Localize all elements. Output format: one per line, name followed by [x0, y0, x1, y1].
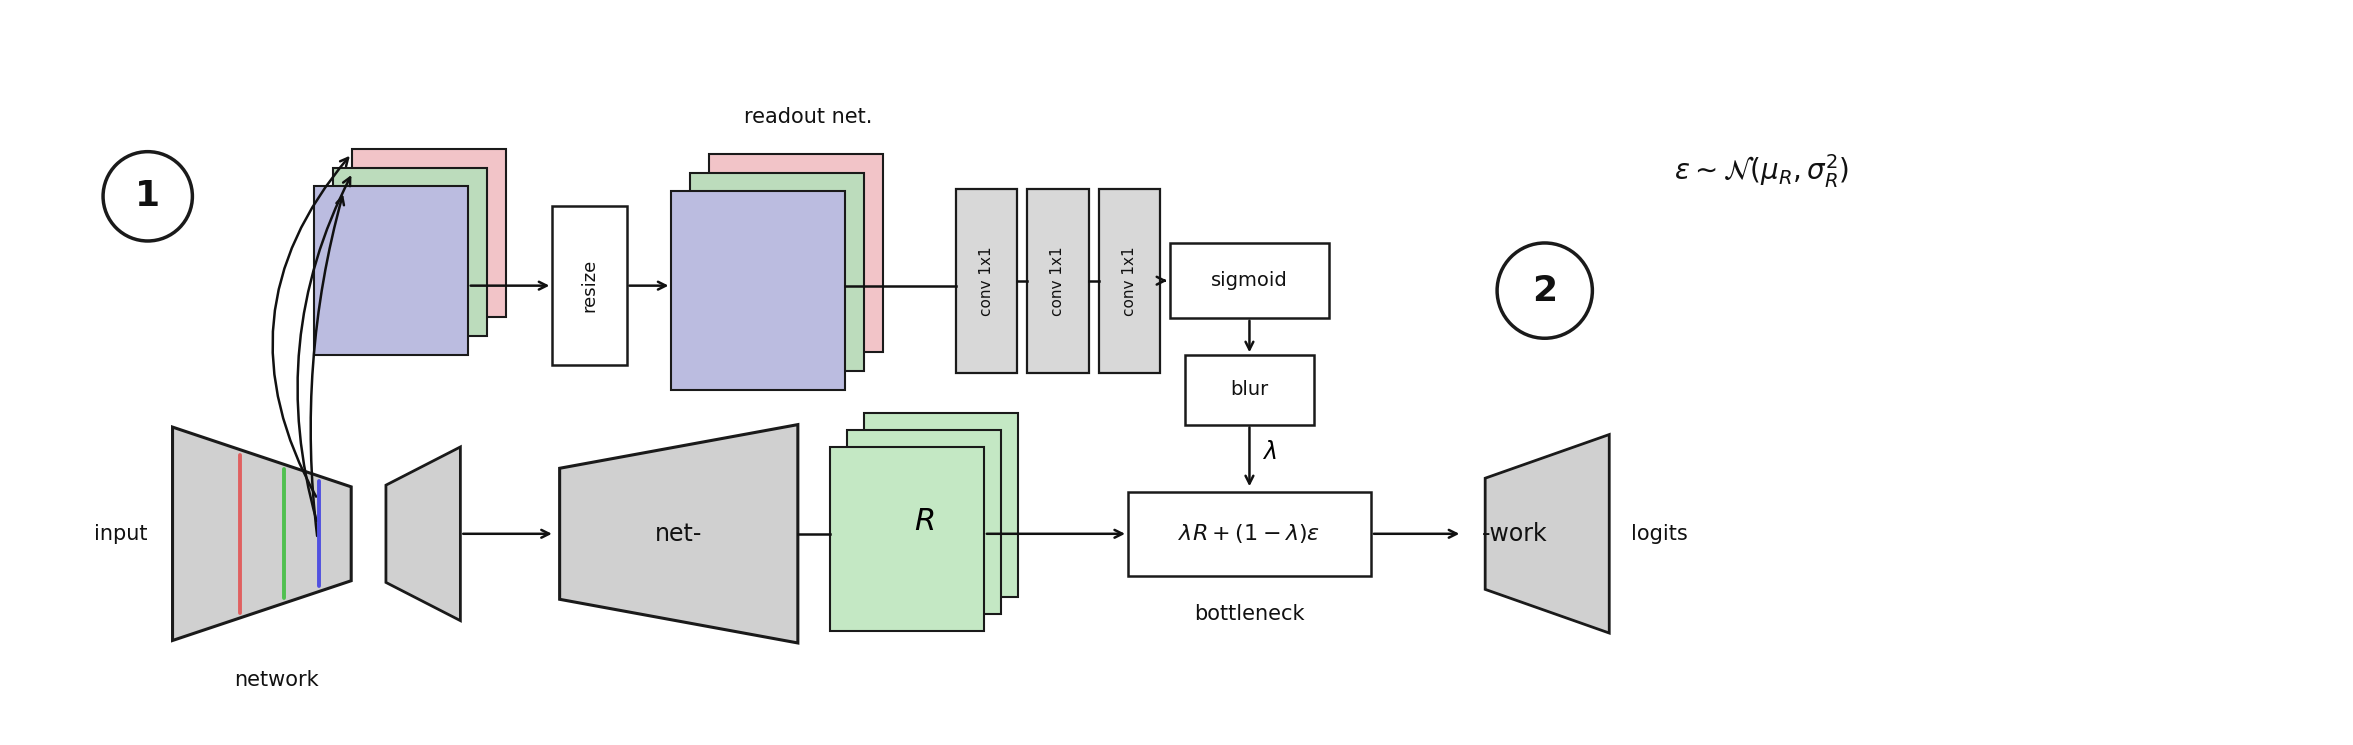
Text: logits: logits — [1631, 524, 1687, 544]
FancyBboxPatch shape — [1028, 189, 1089, 372]
FancyArrowPatch shape — [311, 197, 344, 536]
Text: network: network — [235, 670, 320, 691]
Polygon shape — [386, 447, 461, 621]
FancyArrowPatch shape — [296, 177, 351, 522]
FancyBboxPatch shape — [847, 430, 1000, 614]
Text: 2: 2 — [1532, 273, 1558, 308]
Text: -work: -work — [1482, 522, 1548, 546]
FancyBboxPatch shape — [831, 447, 984, 630]
FancyBboxPatch shape — [671, 191, 845, 390]
Text: input: input — [94, 524, 148, 544]
Text: 1: 1 — [134, 180, 160, 213]
Text: sigmoid: sigmoid — [1212, 271, 1287, 291]
Text: conv 1x1: conv 1x1 — [1049, 246, 1066, 315]
Text: conv 1x1: conv 1x1 — [1122, 246, 1136, 315]
Text: $\epsilon \sim \mathcal{N}(\mu_R, \sigma_R^2)$: $\epsilon \sim \mathcal{N}(\mu_R, \sigma… — [1673, 153, 1849, 191]
Text: blur: blur — [1231, 381, 1268, 399]
FancyBboxPatch shape — [689, 173, 864, 371]
FancyBboxPatch shape — [351, 149, 506, 317]
Text: $\lambda$: $\lambda$ — [1261, 440, 1278, 464]
Text: $\lambda R+(1-\lambda)\epsilon$: $\lambda R+(1-\lambda)\epsilon$ — [1179, 522, 1320, 545]
FancyBboxPatch shape — [1169, 244, 1329, 318]
FancyBboxPatch shape — [1127, 492, 1372, 576]
Polygon shape — [172, 427, 351, 641]
FancyBboxPatch shape — [332, 168, 487, 336]
Text: readout net.: readout net. — [744, 107, 873, 127]
Polygon shape — [1485, 434, 1609, 633]
Polygon shape — [560, 425, 798, 643]
Text: $R$: $R$ — [913, 507, 934, 537]
FancyBboxPatch shape — [553, 206, 626, 365]
FancyBboxPatch shape — [864, 413, 1019, 597]
Text: net-: net- — [654, 522, 704, 546]
FancyBboxPatch shape — [955, 189, 1016, 372]
FancyBboxPatch shape — [313, 186, 468, 355]
FancyBboxPatch shape — [708, 153, 882, 352]
Text: bottleneck: bottleneck — [1195, 603, 1304, 624]
Text: conv 1x1: conv 1x1 — [979, 246, 993, 315]
FancyBboxPatch shape — [1099, 189, 1160, 372]
FancyArrowPatch shape — [273, 158, 348, 497]
FancyBboxPatch shape — [1186, 355, 1313, 425]
Text: resize: resize — [581, 259, 598, 312]
